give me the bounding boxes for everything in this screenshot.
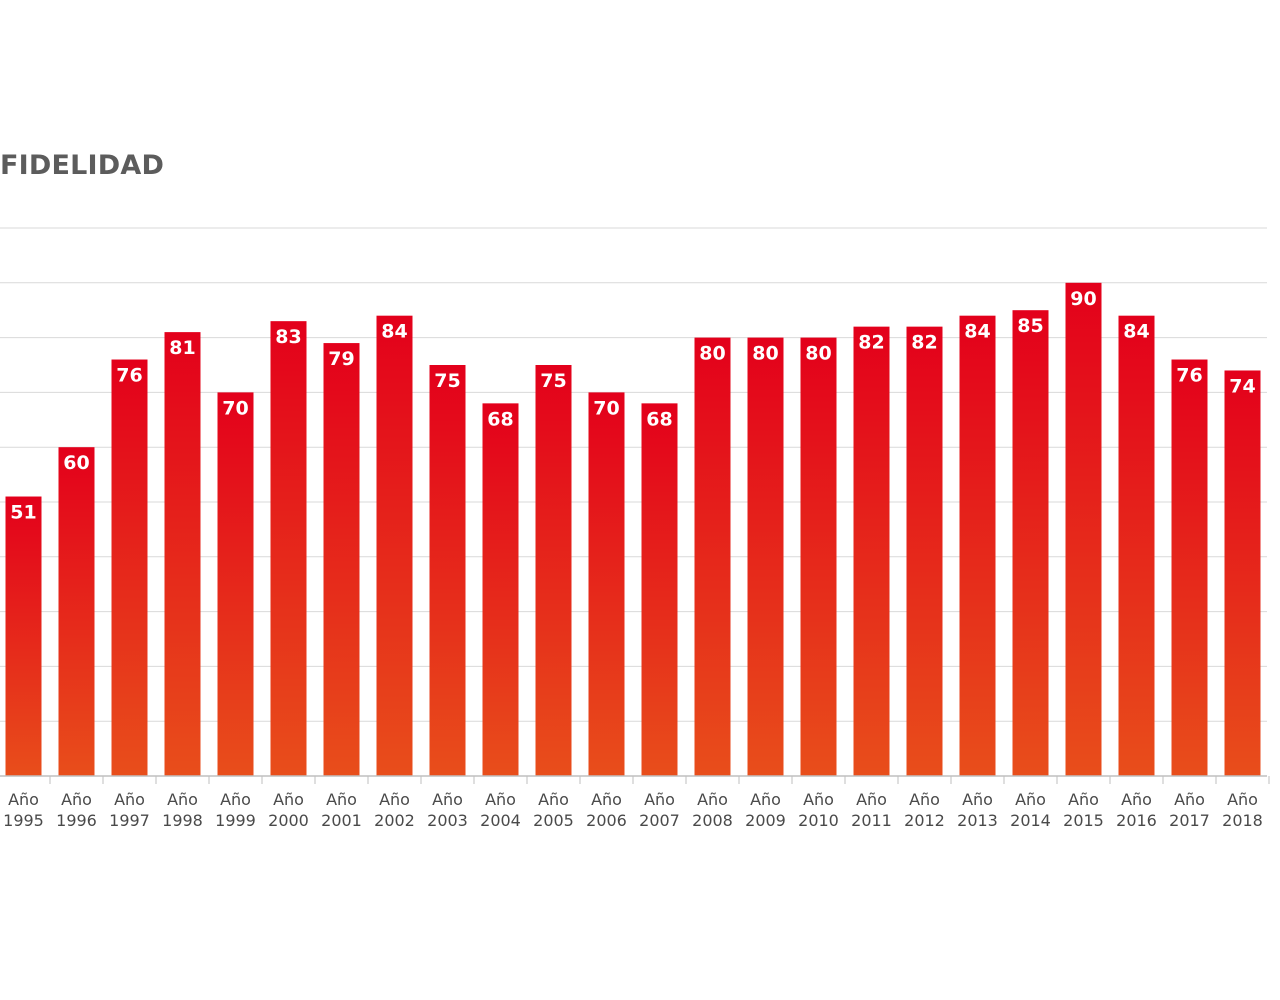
bar (164, 332, 201, 776)
bar-value-label: 75 (540, 370, 566, 392)
x-tick-label: Año 2009 (745, 790, 786, 830)
bar (747, 337, 784, 776)
gridlines (0, 227, 1267, 722)
bar (270, 321, 307, 776)
bar-value-label: 85 (1017, 315, 1043, 337)
bar (535, 365, 572, 776)
x-tick-label: Año 2001 (321, 790, 362, 830)
bar-value-label: 84 (381, 321, 407, 343)
bar (906, 326, 943, 776)
bar-value-label: 81 (169, 337, 195, 359)
x-tick-label: Año 2002 (374, 790, 415, 830)
bar-value-label: 80 (805, 343, 831, 365)
bar-value-label: 80 (752, 343, 778, 365)
bars: 51 60 76 81 70 83 79 84 75 68 75 70 68 80 80 80 82 82 84 85… (5, 282, 1261, 776)
x-tick-label: Año 2018 (1222, 790, 1263, 830)
bar-value-label: 76 (1176, 365, 1202, 387)
bar-value-label: 80 (699, 343, 725, 365)
x-tick-label: Año 2015 (1063, 790, 1104, 830)
x-axis: Año 1995 Año 1996 Año 1997 Año 1998 Año 1999 Año 20… (0, 775, 1270, 830)
bar (1012, 310, 1049, 776)
x-tick-label: Año 2004 (480, 790, 521, 830)
bar-value-label: 68 (646, 408, 672, 430)
bar (376, 315, 413, 776)
x-tick-label: Año 2016 (1116, 790, 1157, 830)
bar (323, 343, 360, 776)
x-tick-label: Año 1997 (109, 790, 150, 830)
x-tick-label: Año 2010 (798, 790, 839, 830)
x-tick-label: Año 1998 (162, 790, 203, 830)
bar-value-label: 60 (63, 452, 89, 474)
bar (588, 392, 625, 776)
x-tick-label: Año 2007 (639, 790, 680, 830)
x-tick-label: Año 2011 (851, 790, 892, 830)
bar (1065, 282, 1102, 776)
bar-value-label: 70 (593, 397, 619, 419)
bar (800, 337, 837, 776)
bar-value-label: 76 (116, 365, 142, 387)
bar (58, 447, 95, 776)
bar-value-label: 90 (1070, 288, 1096, 310)
x-tick-label: Año 2014 (1010, 790, 1051, 830)
x-tick-label: Año 2013 (957, 790, 998, 830)
bar-value-label: 74 (1229, 375, 1255, 397)
bar-value-label: 75 (434, 370, 460, 392)
bar-value-label: 51 (10, 502, 36, 524)
bar (1224, 370, 1261, 776)
x-tick-label: Año 1995 (3, 790, 44, 830)
bar-value-label: 68 (487, 408, 513, 430)
x-tick-label: Año 1996 (56, 790, 97, 830)
x-tick-label: Año 2003 (427, 790, 468, 830)
bar (429, 365, 466, 776)
bar (111, 359, 148, 776)
bar-value-label: 82 (911, 332, 937, 354)
bar (1118, 315, 1155, 776)
bar-value-label: 84 (1123, 321, 1149, 343)
bar-value-label: 82 (858, 332, 884, 354)
x-tick-label: Año 2005 (533, 790, 574, 830)
bar-value-label: 79 (328, 348, 354, 370)
bar-value-label: 83 (275, 326, 301, 348)
bar (217, 392, 254, 776)
bar (482, 403, 519, 776)
bar-value-label: 84 (964, 321, 990, 343)
bar (5, 496, 42, 776)
bar-value-label: 70 (222, 397, 248, 419)
bar (1171, 359, 1208, 776)
bar (694, 337, 731, 776)
x-tick-label: Año 2017 (1169, 790, 1210, 830)
chart-title: FIDELIDAD (0, 150, 165, 181)
x-tick-label: Año 2012 (904, 790, 945, 830)
bar (853, 326, 890, 776)
x-tick-label: Año 2006 (586, 790, 627, 830)
x-tick-label: Año 2008 (692, 790, 733, 830)
bar (641, 403, 678, 776)
bar (959, 315, 996, 776)
x-tick-label: Año 2000 (268, 790, 309, 830)
x-tick-label: Año 1999 (215, 790, 256, 830)
